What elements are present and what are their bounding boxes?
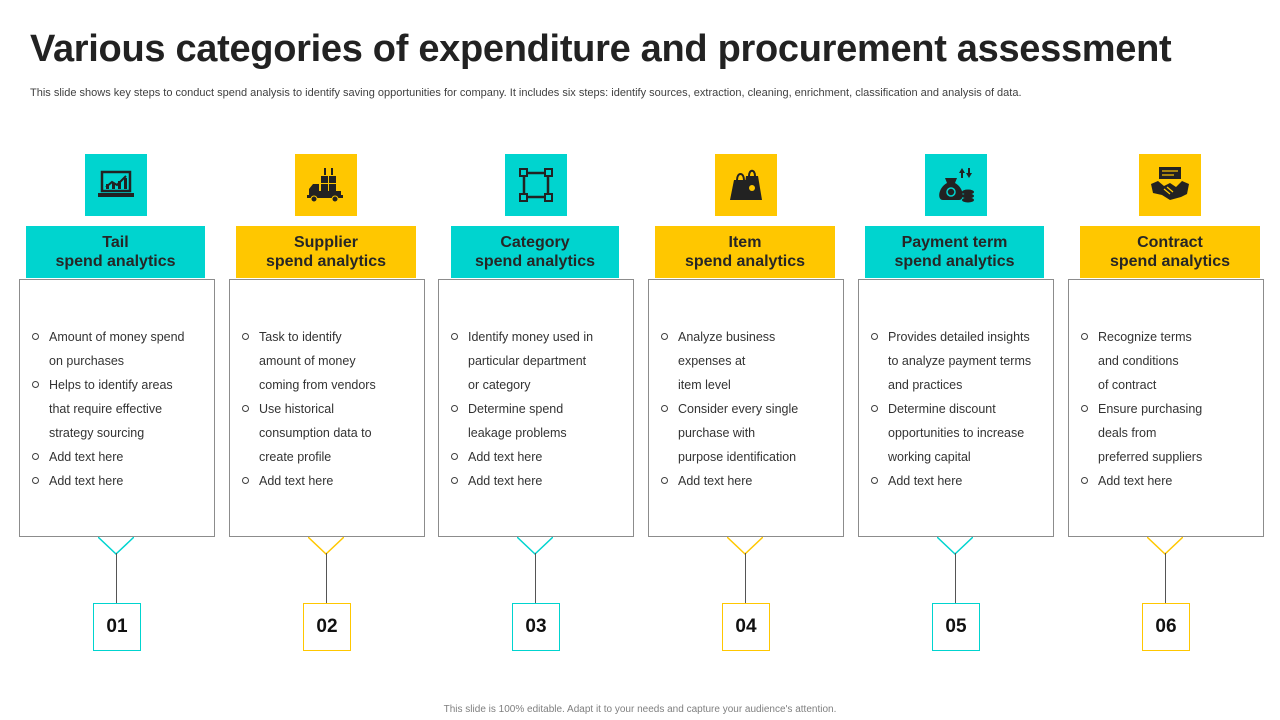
page-title: Various categories of expenditure and pr… [30, 28, 1172, 70]
step-column: Supplier spend analytics Task to identify… [229, 150, 425, 660]
bullet-item: Determine discount opportunities to incr… [871, 397, 1045, 469]
connector-line [955, 553, 956, 604]
connector-line [116, 553, 117, 604]
bullet-item: Provides detailed insights to analyze pa… [871, 325, 1045, 397]
bullet-item: Add text here [242, 469, 416, 493]
bullet-list: Task to identify amount of money coming … [230, 280, 424, 493]
bullet-item: Amount of money spend on purchases [32, 325, 206, 373]
step-heading: Supplier spend analytics [236, 226, 416, 278]
bullet-list: Identify money used in particular depart… [439, 280, 633, 493]
step-column: Payment term spend analytics Provides det… [858, 150, 1054, 660]
shopping-bags-icon [715, 154, 777, 216]
bullet-list: Amount of money spend on purchases Helps … [20, 280, 214, 493]
bullet-list: Provides detailed insights to analyze pa… [859, 280, 1053, 493]
handshake-contract-icon [1139, 154, 1201, 216]
step-heading: Item spend analytics [655, 226, 835, 278]
bullet-item: Ensure purchasing deals from preferred s… [1081, 397, 1255, 469]
step-number: 06 [1142, 603, 1190, 651]
bullet-list: Analyze business expenses at item level C… [649, 280, 843, 493]
step-heading: Tail spend analytics [26, 226, 205, 278]
bullet-item: Add text here [871, 469, 1045, 493]
step-number: 02 [303, 603, 351, 651]
bullet-item: Use historical consumption data to creat… [242, 397, 416, 469]
bullet-item: Recognize terms and conditions of contra… [1081, 325, 1255, 397]
step-number: 03 [512, 603, 560, 651]
step-heading: Contract spend analytics [1080, 226, 1260, 278]
step-column: Contract spend analytics Recognize terms … [1068, 150, 1264, 660]
laptop-chart-icon [85, 154, 147, 216]
step-column: Category spend analytics Identify money u… [438, 150, 634, 660]
bullet-item: Add text here [32, 469, 206, 493]
connector-line [535, 553, 536, 604]
supplier-truck-icon [295, 154, 357, 216]
footer-note: This slide is 100% editable. Adapt it to… [443, 704, 837, 715]
step-number: 05 [932, 603, 980, 651]
step-card: Task to identify amount of money coming … [229, 279, 425, 537]
bullet-item: Helps to identify areas that require eff… [32, 373, 206, 445]
bullet-item: Identify money used in particular depart… [451, 325, 625, 397]
bullet-item: Add text here [661, 469, 835, 493]
bullet-item: Add text here [1081, 469, 1255, 493]
category-nodes-icon [505, 154, 567, 216]
bullet-item: Add text here [32, 445, 206, 469]
connector-line [745, 553, 746, 604]
step-card: Amount of money spend on purchases Helps … [19, 279, 215, 537]
step-heading: Category spend analytics [451, 226, 619, 278]
bullet-item: Consider every single purchase with purp… [661, 397, 835, 469]
bullet-item: Determine spend leakage problems [451, 397, 625, 445]
step-card: Analyze business expenses at item level C… [648, 279, 844, 537]
connector-line [1165, 553, 1166, 604]
step-card: Provides detailed insights to analyze pa… [858, 279, 1054, 537]
step-column: Tail spend analytics Amount of money spen… [19, 150, 215, 660]
step-number: 01 [93, 603, 141, 651]
connector-line [326, 553, 327, 604]
bullet-list: Recognize terms and conditions of contra… [1069, 280, 1263, 493]
step-column: Item spend analytics Analyze business exp… [648, 150, 844, 660]
page-subtitle: This slide shows key steps to conduct sp… [30, 87, 1022, 99]
step-card: Identify money used in particular depart… [438, 279, 634, 537]
step-number: 04 [722, 603, 770, 651]
step-card: Recognize terms and conditions of contra… [1068, 279, 1264, 537]
bullet-item: Analyze business expenses at item level [661, 325, 835, 397]
bullet-item: Task to identify amount of money coming … [242, 325, 416, 397]
bullet-item: Add text here [451, 469, 625, 493]
money-bag-coins-icon [925, 154, 987, 216]
bullet-item: Add text here [451, 445, 625, 469]
step-heading: Payment term spend analytics [865, 226, 1044, 278]
